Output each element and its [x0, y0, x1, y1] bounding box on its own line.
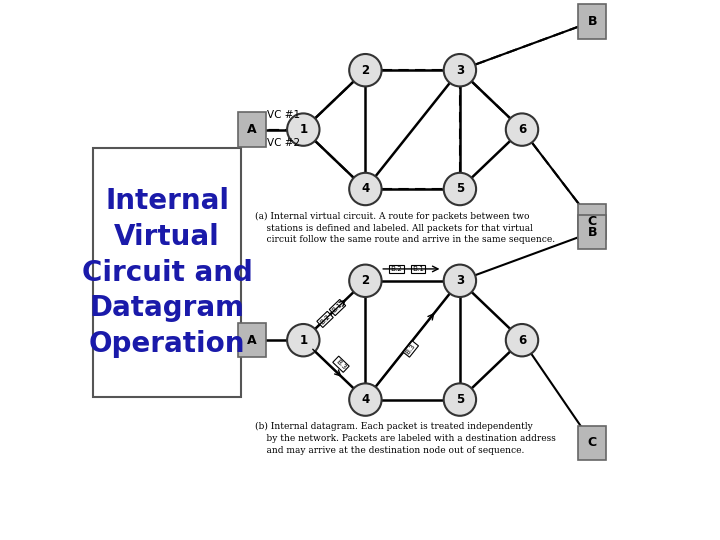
Text: VC #2: VC #2	[267, 138, 300, 148]
FancyBboxPatch shape	[578, 426, 606, 460]
Text: 1: 1	[300, 334, 307, 347]
Text: by the network. Packets are labeled with a destination address: by the network. Packets are labeled with…	[255, 434, 556, 443]
Circle shape	[444, 54, 476, 86]
Text: (a) Internal virtual circuit. A route for packets between two: (a) Internal virtual circuit. A route fo…	[255, 212, 529, 221]
Circle shape	[287, 324, 320, 356]
FancyBboxPatch shape	[93, 148, 241, 397]
Circle shape	[349, 265, 382, 297]
Text: 1: 1	[300, 123, 307, 136]
FancyBboxPatch shape	[578, 215, 606, 249]
FancyBboxPatch shape	[238, 323, 266, 357]
Circle shape	[349, 54, 382, 86]
Text: C: C	[588, 215, 597, 228]
Circle shape	[505, 324, 539, 356]
Text: 2: 2	[361, 64, 369, 77]
Circle shape	[349, 383, 382, 416]
Circle shape	[287, 113, 320, 146]
Text: and may arrive at the destination node out of sequence.: and may arrive at the destination node o…	[255, 446, 524, 455]
Text: 4: 4	[361, 183, 369, 195]
Text: B.3: B.3	[335, 358, 347, 370]
Text: (b) Internal datagram. Each packet is treated independently: (b) Internal datagram. Each packet is tr…	[255, 422, 533, 431]
Circle shape	[444, 383, 476, 416]
Text: 6: 6	[518, 123, 526, 136]
Text: B.2: B.2	[390, 266, 402, 272]
Text: B.2: B.2	[319, 313, 331, 326]
Text: VC #1: VC #1	[267, 110, 300, 120]
Text: B.1: B.1	[331, 301, 344, 314]
Text: C: C	[588, 436, 597, 449]
Text: Internal
Virtual
Circuit and
Datagram
Operation: Internal Virtual Circuit and Datagram Op…	[82, 187, 253, 358]
Text: B: B	[588, 15, 597, 28]
Text: B.3: B.3	[405, 342, 417, 355]
Circle shape	[349, 173, 382, 205]
Text: 6: 6	[518, 334, 526, 347]
Text: B.1: B.1	[412, 266, 424, 272]
Circle shape	[444, 265, 476, 297]
Circle shape	[444, 173, 476, 205]
Circle shape	[505, 113, 539, 146]
Text: circuit follow the same route and arrive in the same sequence.: circuit follow the same route and arrive…	[255, 235, 555, 245]
Text: A: A	[247, 334, 257, 347]
Text: B: B	[588, 226, 597, 239]
Text: 5: 5	[456, 393, 464, 406]
Text: stations is defined and labeled. All packets for that virtual: stations is defined and labeled. All pac…	[255, 224, 533, 233]
Text: A: A	[247, 123, 257, 136]
FancyBboxPatch shape	[238, 112, 266, 147]
Text: 5: 5	[456, 183, 464, 195]
FancyBboxPatch shape	[578, 204, 606, 239]
FancyBboxPatch shape	[578, 4, 606, 39]
Text: 2: 2	[361, 274, 369, 287]
Text: 3: 3	[456, 274, 464, 287]
Text: 4: 4	[361, 393, 369, 406]
Text: 3: 3	[456, 64, 464, 77]
